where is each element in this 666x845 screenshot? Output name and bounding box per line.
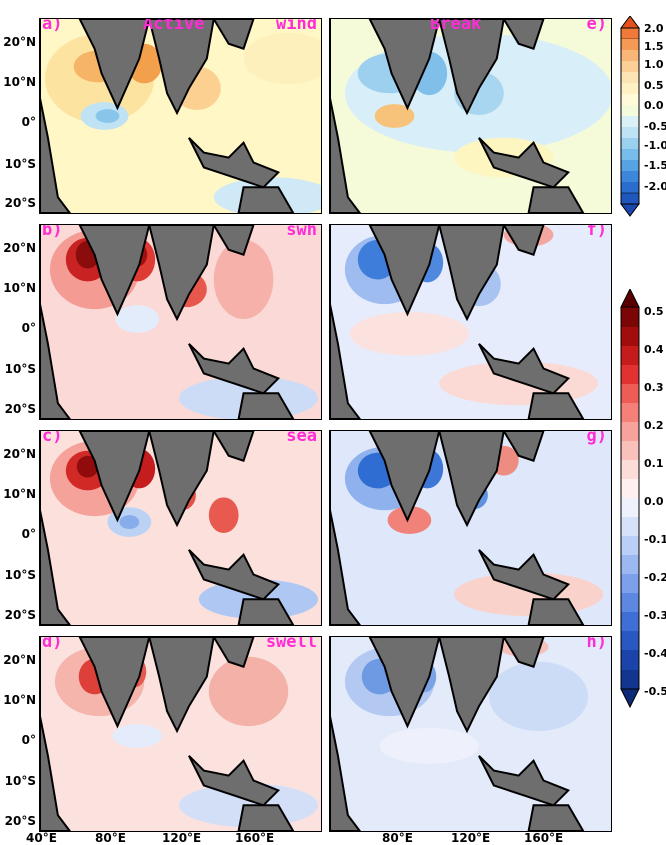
swell-active-map — [40, 637, 321, 831]
y-tick-10n-row4: 10°N — [3, 693, 36, 707]
cb-wave-m0.3: -0.3 — [644, 609, 666, 622]
panel-letter: h) — [586, 636, 607, 652]
sea-break-map — [330, 431, 611, 625]
cb-wind-m0.5: -0.5 — [644, 120, 666, 133]
y-tick-10s-row2: 10°S — [4, 362, 36, 376]
x-tick-120e-right: 120°E — [451, 831, 491, 845]
cb-wave-0.0: 0.0 — [644, 495, 664, 508]
y-tick-20s-row2: 20°S — [4, 402, 36, 416]
y-tick-20s-row1: 20°S — [4, 196, 36, 210]
y-tick-20n-row4: 20°N — [3, 653, 36, 667]
panel-d-swell-active: d) swell — [39, 636, 322, 832]
cb-wave-m0.4: -0.4 — [644, 647, 666, 660]
y-tick-0-row4: 0° — [21, 733, 36, 747]
y-tick-10n-row3: 10°N — [3, 487, 36, 501]
panel-right-title: sea — [286, 430, 317, 446]
cb-wind-m1.0: -1.0 — [644, 139, 666, 152]
y-tick-10n-row1: 10°N — [3, 75, 36, 89]
cb-wave-0.5: 0.5 — [644, 305, 664, 318]
panel-b-swh-active: b) swh — [39, 224, 322, 420]
panel-letter: e) — [586, 18, 607, 34]
y-tick-20n-row2: 20°N — [3, 241, 36, 255]
swh-active-map — [40, 225, 321, 419]
cb-wave-0.3: 0.3 — [644, 381, 664, 394]
x-tick-80e-right: 80°E — [382, 831, 413, 845]
y-tick-20s-row3: 20°S — [4, 608, 36, 622]
cb-wind-1.5: 1.5 — [644, 40, 664, 53]
cb-wind-1.0: 1.0 — [644, 58, 664, 71]
y-tick-0-row3: 0° — [21, 527, 36, 541]
y-tick-10s-row1: 10°S — [4, 157, 36, 171]
panel-e-wind-break: Break e) — [329, 18, 612, 214]
y-tick-10s-row3: 10°S — [4, 568, 36, 582]
panel-letter: f) — [586, 224, 607, 240]
panel-center-title: Break — [430, 18, 482, 34]
cb-wind-0.5: 0.5 — [644, 79, 664, 92]
y-tick-10n-row2: 10°N — [3, 281, 36, 295]
x-tick-160e-left: 160°E — [235, 831, 275, 845]
colorbar-wind — [620, 16, 640, 217]
panel-letter: d) — [42, 636, 63, 652]
x-tick-40e-left: 40°E — [26, 831, 57, 845]
cb-wave-0.4: 0.4 — [644, 343, 664, 356]
y-tick-0-row1: 0° — [21, 115, 36, 129]
y-tick-20s-row4: 20°S — [4, 814, 36, 828]
panel-f-swh-break: f) — [329, 224, 612, 420]
wind-break-map — [330, 19, 611, 213]
panel-letter: c) — [42, 430, 63, 446]
cb-wind-m1.5: -1.5 — [644, 159, 666, 172]
panel-letter: g) — [586, 430, 607, 446]
panel-letter: b) — [42, 224, 63, 240]
swh-break-map — [330, 225, 611, 419]
cb-wave-m0.1: -0.1 — [644, 533, 666, 546]
cb-wave-0.2: 0.2 — [644, 419, 664, 432]
panel-g-sea-break: g) — [329, 430, 612, 626]
panel-right-title: swell — [265, 636, 317, 652]
y-tick-10s-row4: 10°S — [4, 774, 36, 788]
cb-wave-m0.5: -0.5 — [644, 685, 666, 698]
cb-wind-m2.0: -2.0 — [644, 180, 666, 193]
sea-active-map — [40, 431, 321, 625]
panel-a-wind-active: a) Active wind — [39, 18, 322, 214]
cb-wave-0.1: 0.1 — [644, 457, 664, 470]
wind-active-map — [40, 19, 321, 213]
panel-left-title: Active — [143, 18, 205, 34]
panel-c-sea-active: c) sea — [39, 430, 322, 626]
swell-break-map — [330, 637, 611, 831]
panel-letter: a) — [42, 18, 63, 34]
x-tick-120e-left: 120°E — [162, 831, 202, 845]
y-tick-20n-row1: 20°N — [3, 35, 36, 49]
cb-wind-0.0: 0.0 — [644, 99, 664, 112]
y-tick-20n-row3: 20°N — [3, 447, 36, 461]
panel-h-swell-break: h) — [329, 636, 612, 832]
x-tick-160e-right: 160°E — [524, 831, 564, 845]
cb-wave-m0.2: -0.2 — [644, 571, 666, 584]
cb-wind-2.0: 2.0 — [644, 22, 664, 35]
x-tick-80e-left: 80°E — [95, 831, 126, 845]
panel-right-title: wind — [276, 18, 317, 34]
y-tick-0-row2: 0° — [21, 321, 36, 335]
colorbar-wave — [620, 289, 640, 709]
panel-right-title: swh — [286, 224, 317, 240]
